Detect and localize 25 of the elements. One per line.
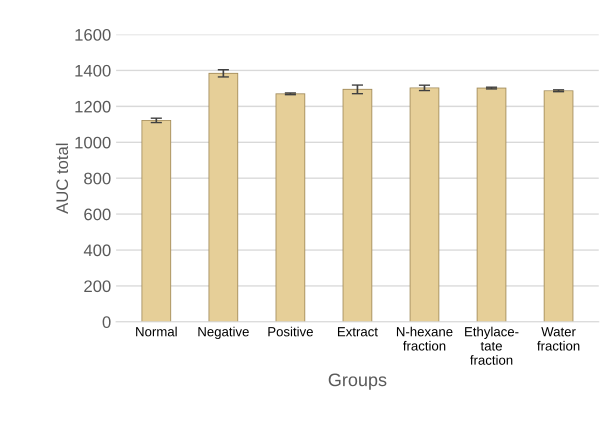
y-tick-label: 1000 xyxy=(75,136,111,148)
x-tick-label: Ethylace- tate fraction xyxy=(465,326,518,365)
bar xyxy=(476,88,506,322)
y-tick-label: 0 xyxy=(102,316,111,328)
y-tick-label: 600 xyxy=(84,208,111,220)
x-tick-label: Water fraction xyxy=(537,327,580,351)
y-axis-title: AUC total xyxy=(56,144,68,214)
y-tick-label: 1600 xyxy=(75,28,111,41)
x-tick-label: Positive xyxy=(268,326,313,336)
x-axis-title: Groups xyxy=(328,373,386,390)
x-tick-label: Normal xyxy=(136,326,177,336)
y-tick-label: 1400 xyxy=(75,64,111,77)
y-tick-label: 800 xyxy=(84,172,111,184)
x-tick-label: Negative xyxy=(198,326,249,339)
y-tick-label: 400 xyxy=(84,244,111,256)
x-tick-label: Extract xyxy=(338,327,378,336)
bar xyxy=(544,90,574,322)
bar xyxy=(141,120,172,322)
bar xyxy=(208,72,238,322)
x-tick-label: N-hexane fraction xyxy=(396,326,452,351)
y-tick-label: 1200 xyxy=(75,100,111,113)
bar xyxy=(410,87,440,322)
y-tick-label: 200 xyxy=(84,280,111,292)
bar xyxy=(276,93,306,322)
bar xyxy=(342,88,372,322)
